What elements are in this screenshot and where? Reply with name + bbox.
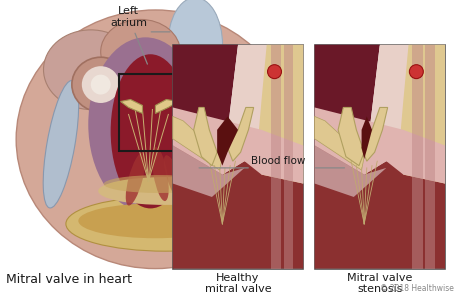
Polygon shape: [412, 45, 422, 268]
Ellipse shape: [168, 0, 222, 92]
Polygon shape: [270, 45, 280, 268]
Text: Mitral valve
stenosis: Mitral valve stenosis: [347, 273, 412, 294]
Polygon shape: [173, 45, 237, 175]
Polygon shape: [425, 45, 434, 268]
Ellipse shape: [78, 203, 232, 238]
Bar: [314, 45, 444, 268]
Text: © 2018 Healthwise: © 2018 Healthwise: [379, 284, 453, 293]
Polygon shape: [173, 146, 302, 268]
Polygon shape: [193, 107, 217, 166]
Ellipse shape: [103, 175, 213, 193]
Polygon shape: [337, 107, 364, 166]
Polygon shape: [364, 45, 444, 184]
Ellipse shape: [90, 75, 111, 94]
Text: Blood flow: Blood flow: [251, 156, 305, 166]
Ellipse shape: [125, 153, 145, 206]
Ellipse shape: [98, 177, 232, 205]
Text: Left
atrium: Left atrium: [110, 6, 147, 64]
Polygon shape: [227, 107, 253, 161]
Ellipse shape: [111, 54, 190, 208]
Polygon shape: [217, 116, 237, 166]
Polygon shape: [222, 45, 302, 184]
Polygon shape: [173, 116, 222, 170]
Bar: [173, 45, 302, 268]
Text: Healthy
mitral valve: Healthy mitral valve: [204, 273, 271, 294]
Polygon shape: [314, 116, 364, 170]
Polygon shape: [314, 107, 444, 184]
Polygon shape: [120, 100, 142, 113]
Text: Mitral valve in heart: Mitral valve in heart: [6, 274, 132, 286]
Ellipse shape: [43, 80, 78, 208]
Ellipse shape: [72, 57, 129, 112]
Polygon shape: [257, 45, 302, 184]
Polygon shape: [398, 45, 444, 184]
Polygon shape: [314, 146, 386, 197]
Ellipse shape: [165, 70, 235, 209]
Ellipse shape: [66, 196, 264, 251]
Polygon shape: [283, 45, 292, 268]
Circle shape: [409, 65, 422, 79]
Polygon shape: [155, 100, 178, 113]
Ellipse shape: [101, 20, 180, 84]
Ellipse shape: [163, 155, 186, 207]
Ellipse shape: [44, 30, 138, 110]
Ellipse shape: [88, 37, 202, 212]
Polygon shape: [361, 107, 387, 161]
Polygon shape: [361, 116, 371, 159]
Polygon shape: [314, 146, 444, 268]
Ellipse shape: [82, 66, 119, 103]
Circle shape: [267, 65, 281, 79]
Bar: [118, 74, 198, 151]
Polygon shape: [314, 45, 379, 175]
Ellipse shape: [152, 147, 168, 201]
Ellipse shape: [16, 10, 294, 268]
Polygon shape: [173, 146, 244, 197]
Polygon shape: [173, 107, 302, 184]
